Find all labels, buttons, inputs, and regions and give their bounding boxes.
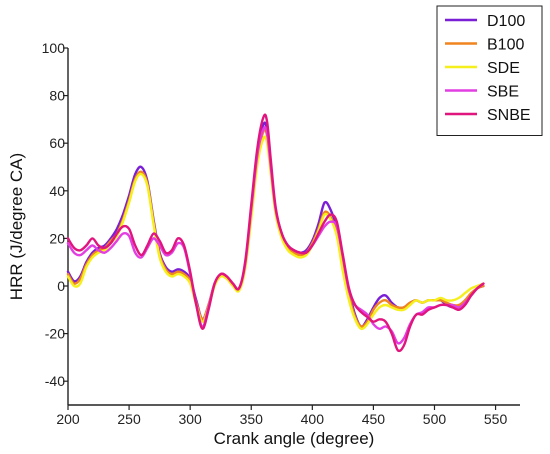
y-tick-label: -20 [45, 326, 65, 342]
x-tick-label: 350 [240, 411, 264, 427]
y-tick-label: 20 [49, 230, 65, 246]
y-tick-label: 80 [49, 88, 65, 104]
tick-labels: 200 250 300 350 400 450 500 550 -40 -20 0 20 40 60 80 1… [42, 40, 508, 427]
y-tick-label: 40 [49, 183, 65, 199]
legend: D100 B100 SDE SBE SNBE [436, 5, 543, 136]
series-line-b100 [66, 128, 485, 328]
series-line-snbe [66, 113, 485, 353]
y-axis-title: HRR (J/degree CA) [7, 153, 26, 300]
x-tick-label: 550 [484, 411, 508, 427]
y-tick-label: 100 [42, 40, 66, 56]
x-tick-label: 200 [56, 411, 80, 427]
legend-label: D100 [487, 13, 525, 30]
legend-label: SDE [487, 60, 520, 77]
y-tick-label: 60 [49, 135, 65, 151]
y-tick-label: 0 [57, 278, 65, 294]
legend-label: SBE [487, 84, 519, 101]
x-tick-label: 300 [178, 411, 202, 427]
x-tick-label: 250 [117, 411, 141, 427]
x-tick-label: 400 [301, 411, 325, 427]
legend-label: SNBE [487, 107, 531, 124]
x-tick-label: 450 [362, 411, 386, 427]
x-axis-title: Crank angle (degree) [214, 429, 375, 448]
series-line-d100 [66, 121, 485, 328]
legend-label: B100 [487, 37, 524, 54]
series-lines [66, 113, 485, 353]
y-tick-label: -40 [45, 373, 65, 389]
x-tick-label: 500 [423, 411, 447, 427]
series-line-sbe [66, 125, 485, 345]
